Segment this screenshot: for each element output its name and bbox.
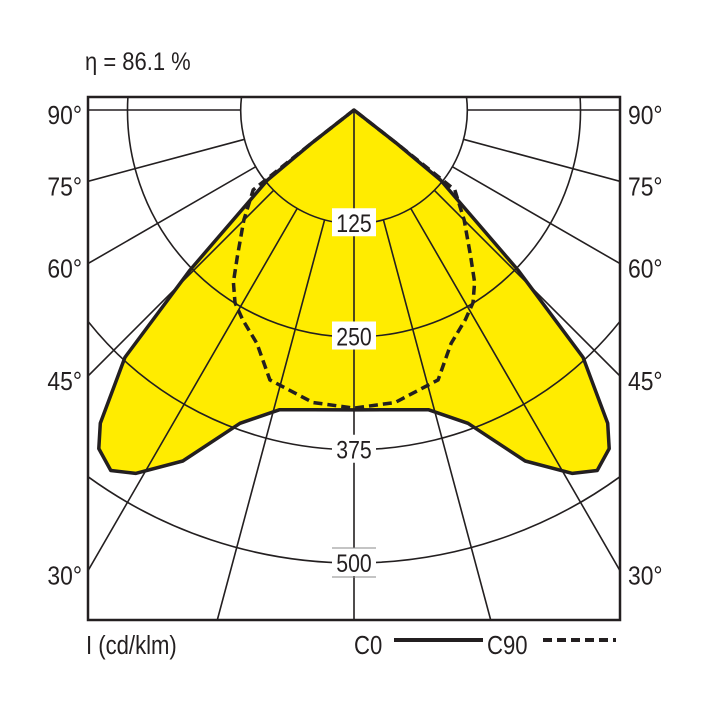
series-line-c90	[231, 108, 477, 410]
unit-label: I (cd/klm)	[86, 631, 177, 660]
angle-label-right: 45°	[628, 368, 663, 397]
radial-tick-label: 375	[336, 436, 371, 464]
grid-ray-60	[451, 165, 620, 265]
chart-title: η = 86.1 %	[85, 48, 191, 76]
angle-label-left: 90°	[47, 102, 82, 131]
tick-label-bg	[332, 434, 376, 463]
angle-label-right: 30°	[628, 562, 663, 591]
plot-frame	[86, 95, 622, 622]
legend: C0 C90	[354, 631, 616, 660]
angle-label-left: 60°	[47, 255, 82, 284]
legend-label-c0: C0	[354, 631, 382, 660]
grid-ray-30	[88, 207, 299, 572]
angle-label-right: 60°	[628, 255, 663, 284]
grid-ray-15	[382, 219, 492, 620]
angle-label-left: 45°	[47, 368, 82, 397]
grid-ray-60	[88, 165, 257, 265]
tick-label-bg	[332, 208, 376, 237]
grid-ray-15	[216, 219, 326, 620]
angle-label-right: 75°	[628, 173, 663, 202]
angle-label-left: 75°	[47, 173, 82, 202]
radial-tick-label: 500	[336, 549, 371, 577]
tick-label-bg	[332, 548, 376, 576]
grid-ray-75	[463, 138, 620, 183]
legend-label-c90: C90	[487, 631, 528, 660]
radial-tick-label: 250	[336, 323, 371, 351]
tick-label-bg	[332, 321, 376, 350]
radial-tick-label: 125	[336, 210, 371, 238]
grid-ray-30	[409, 207, 620, 572]
angle-label-right: 90°	[628, 102, 663, 131]
angle-label-left: 30°	[47, 562, 82, 591]
series-line-c0	[97, 108, 611, 476]
grid-ray-75	[88, 138, 245, 183]
